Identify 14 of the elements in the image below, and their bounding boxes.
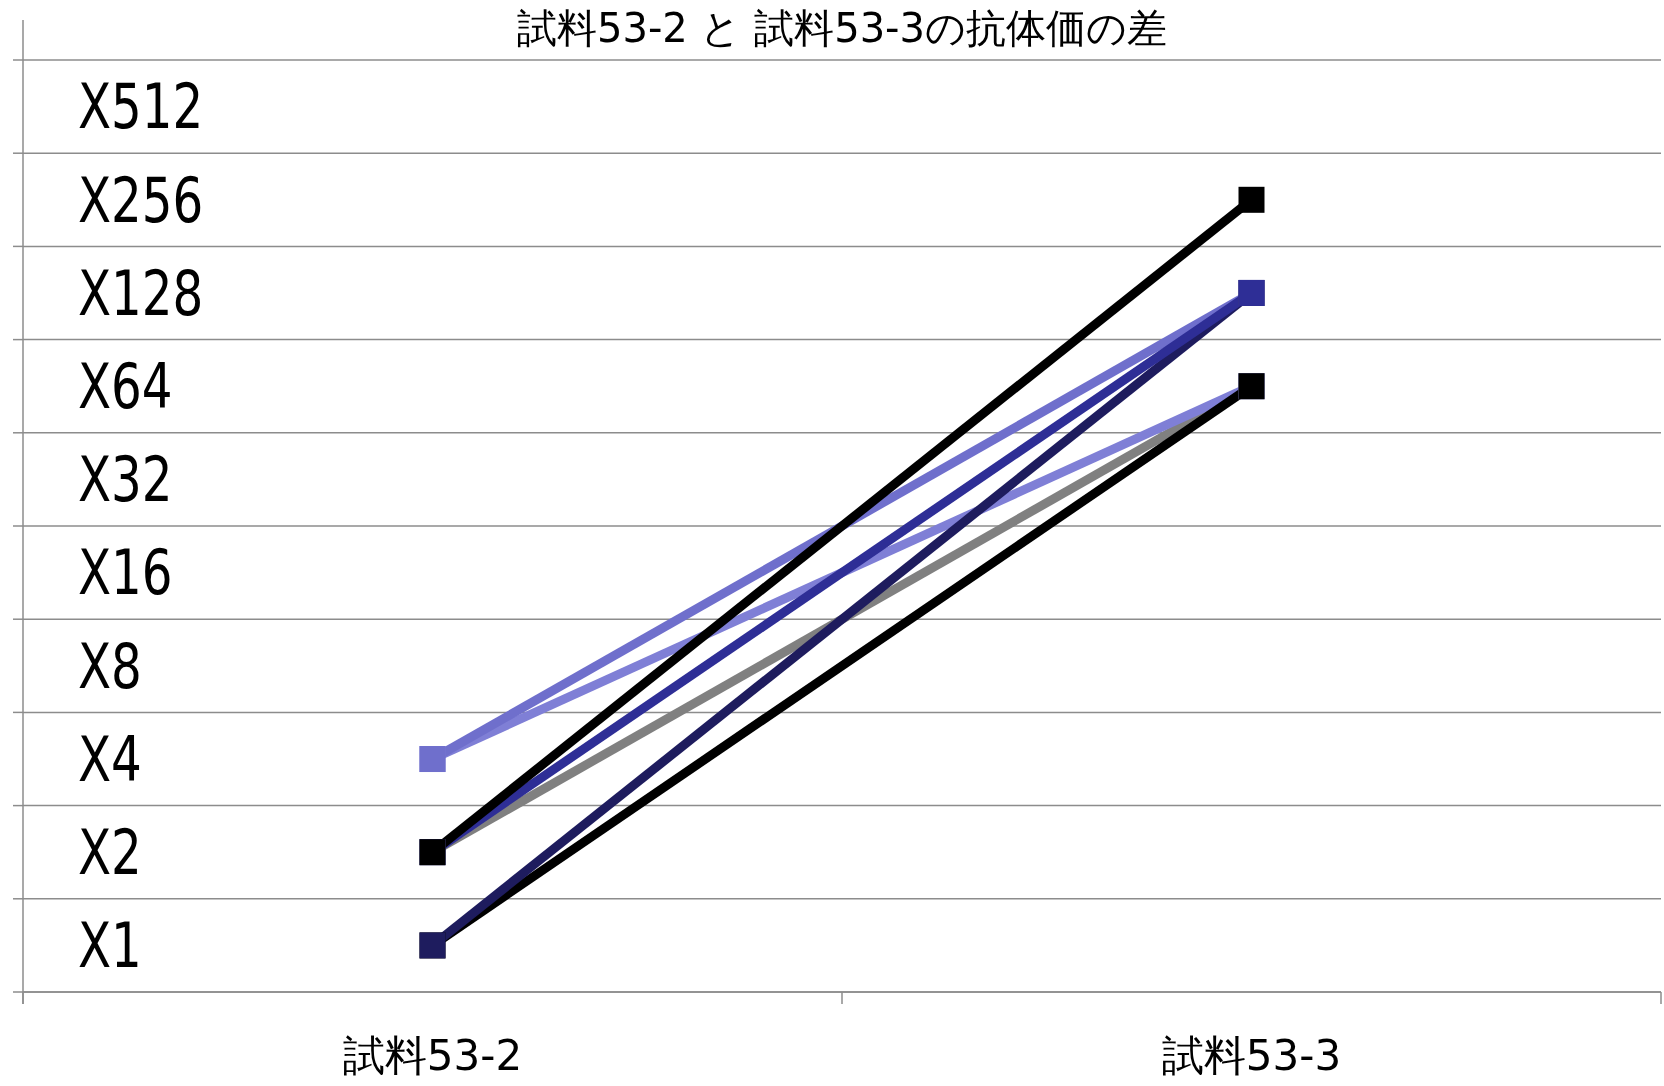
annotation: X2 [78,815,142,889]
point [1238,186,1265,213]
annotation: X32 [78,443,173,516]
annotation: X1 [78,909,142,982]
x-tick-label: 試料53-3 [1161,1031,1342,1080]
annotation: X16 [78,536,173,609]
annotation: X4 [78,722,142,796]
annotation: X8 [78,629,142,703]
annotation: X128 [78,256,204,330]
text: X512 [78,70,204,143]
annotation: X64 [78,349,173,423]
x-tick-label: 試料53-2 [342,1031,523,1080]
chart-title: 試料53-2 と 試料53-3の抗体価の差 [517,5,1167,51]
annotation: X256 [78,163,204,237]
